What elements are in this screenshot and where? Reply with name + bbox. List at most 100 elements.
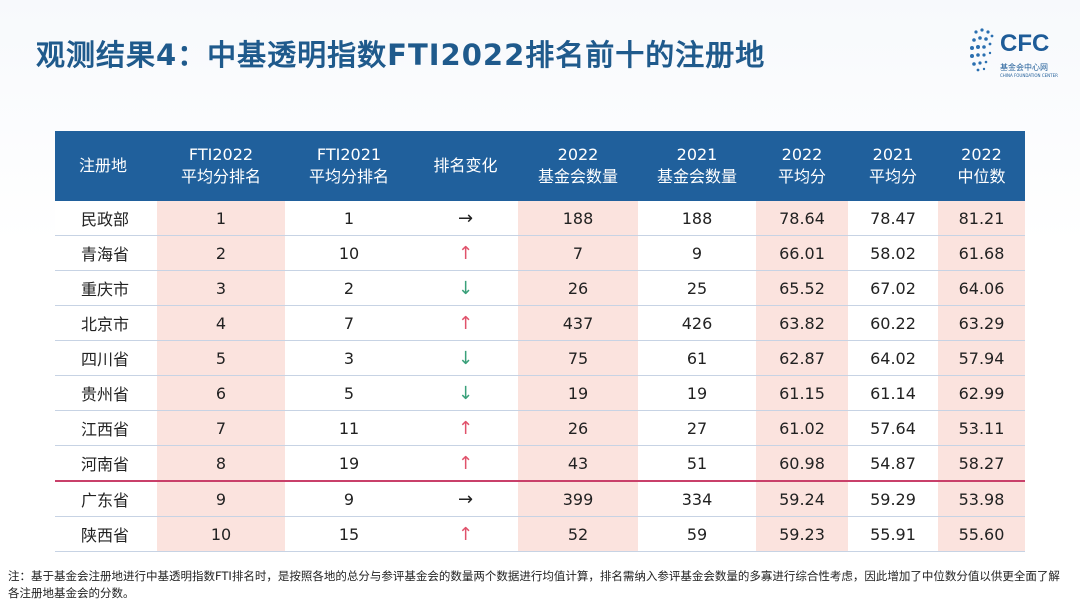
cell-rank2022: 6: [157, 375, 285, 411]
cell-place: 民政部: [55, 201, 157, 236]
table-row: 青海省 2 10 ↑ 7 9 66.01 58.02 61.68: [55, 235, 1025, 271]
cell-count2021: 59: [638, 516, 756, 552]
cell-rank2021: 3: [285, 340, 413, 376]
cell-avg2022: 66.01: [756, 235, 848, 271]
column-header: 2022 中位数: [938, 131, 1025, 201]
arrow-up-icon: ↑: [457, 523, 474, 545]
cell-rank2022: 5: [157, 340, 285, 376]
cell-median2022: 53.98: [938, 481, 1025, 517]
footnote: 注：基于基金会注册地进行中基透明指数FTI排名时，是按照各地的总分与参评基金会的…: [8, 569, 1060, 600]
arrow-up-icon: ↑: [457, 242, 474, 264]
table-row: 陕西省 10 15 ↑ 52 59 59.23 55.91 55.60: [55, 516, 1025, 552]
cell-avg2022: 61.15: [756, 375, 848, 411]
cell-count2021: 27: [638, 410, 756, 446]
arrow-up-icon: ↑: [457, 452, 474, 474]
cell-median2022: 62.99: [938, 375, 1025, 411]
cell-count2022: 188: [518, 201, 638, 236]
cell-avg2021: 60.22: [848, 305, 938, 341]
cell-rank2022: 3: [157, 270, 285, 306]
cell-median2022: 63.29: [938, 305, 1025, 341]
table-row: 河南省 8 19 ↑ 43 51 60.98 54.87 58.27: [55, 445, 1025, 482]
cell-rank2021: 19: [285, 445, 413, 482]
cell-place: 陕西省: [55, 516, 157, 552]
cell-median2022: 57.94: [938, 340, 1025, 376]
cell-place: 四川省: [55, 340, 157, 376]
cell-median2022: 55.60: [938, 516, 1025, 552]
cell-count2021: 426: [638, 305, 756, 341]
cell-rank2022: 8: [157, 445, 285, 482]
cell-rank2021: 11: [285, 410, 413, 446]
cell-count2022: 7: [518, 235, 638, 271]
column-header-line: 基金会数量: [537, 167, 618, 186]
logo-cn-text: 基金会中心网: [1000, 63, 1048, 72]
cell-count2021: 25: [638, 270, 756, 306]
cell-avg2022: 62.87: [756, 340, 848, 376]
table-body: 民政部 1 1 → 188 188 78.64 78.47 81.21 青海省 2 10 ↑ 7 9 66.0…: [55, 201, 1025, 552]
table-row: 江西省 7 11 ↑ 26 27 61.02 57.64 53.11: [55, 410, 1025, 446]
cell-count2022: 19: [518, 375, 638, 411]
cell-count2021: 9: [638, 235, 756, 271]
cell-avg2021: 54.87: [848, 445, 938, 482]
table-row: 北京市 4 7 ↑ 437 426 63.82 60.22 63.29: [55, 305, 1025, 341]
cell-avg2021: 58.02: [848, 235, 938, 271]
cell-count2022: 437: [518, 305, 638, 341]
table-row: 四川省 5 3 ↓ 75 61 62.87 64.02 57.94: [55, 340, 1025, 376]
arrow-down-icon: ↓: [457, 382, 474, 404]
cell-median2022: 64.06: [938, 270, 1025, 306]
cell-rank2021: 2: [285, 270, 413, 306]
cell-avg2022: 78.64: [756, 201, 848, 236]
cell-median2022: 81.21: [938, 201, 1025, 236]
cell-avg2022: 59.23: [756, 516, 848, 552]
cell-change: ↓: [413, 340, 518, 376]
column-header: FTI2021 平均分排名: [285, 131, 413, 201]
fti-ranking-table: 注册地 FTI2022 平均分排名 FTI2021 平均分排名 排名变化 2022 基金会数量…: [55, 131, 1025, 552]
cell-median2022: 61.68: [938, 235, 1025, 271]
cell-avg2021: 67.02: [848, 270, 938, 306]
table-header: 注册地 FTI2022 平均分排名 FTI2021 平均分排名 排名变化 2022 基金会数量…: [55, 131, 1025, 201]
cell-count2021: 61: [638, 340, 756, 376]
column-header-line: 2021: [872, 145, 914, 164]
column-header-line: 注册地: [79, 156, 128, 175]
cell-avg2022: 63.82: [756, 305, 848, 341]
page-title: 观测结果4：中基透明指数FTI2022排名前十的注册地: [36, 38, 766, 72]
column-header-line: 中位数: [957, 167, 1006, 186]
cell-change: ↑: [413, 516, 518, 552]
column-header-line: 平均分排名: [308, 167, 389, 186]
cell-avg2021: 59.29: [848, 481, 938, 517]
column-header: 2022 平均分: [756, 131, 848, 201]
cell-count2022: 52: [518, 516, 638, 552]
table-row: 广东省 9 9 → 399 334 59.24 59.29 53.98: [55, 481, 1025, 517]
cell-rank2021: 10: [285, 235, 413, 271]
cell-place: 青海省: [55, 235, 157, 271]
cell-place: 北京市: [55, 305, 157, 341]
column-header-line: 排名变化: [433, 156, 498, 175]
arrow-down-icon: ↓: [457, 277, 474, 299]
arrow-right-icon: →: [457, 207, 474, 229]
cell-rank2021: 15: [285, 516, 413, 552]
cell-rank2021: 1: [285, 201, 413, 236]
cell-change: →: [413, 201, 518, 236]
column-header: 2021 平均分: [848, 131, 938, 201]
cell-avg2022: 60.98: [756, 445, 848, 482]
cell-avg2021: 55.91: [848, 516, 938, 552]
cell-rank2021: 7: [285, 305, 413, 341]
cell-count2022: 399: [518, 481, 638, 517]
cell-rank2022: 9: [157, 481, 285, 517]
cell-change: ↓: [413, 375, 518, 411]
cell-change: ↑: [413, 410, 518, 446]
cell-avg2022: 61.02: [756, 410, 848, 446]
column-header-line: 2022: [557, 145, 599, 164]
cell-count2021: 19: [638, 375, 756, 411]
cell-place: 河南省: [55, 445, 157, 482]
arrow-down-icon: ↓: [457, 347, 474, 369]
cell-change: ↑: [413, 305, 518, 341]
arrow-up-icon: ↑: [457, 417, 474, 439]
cell-avg2021: 78.47: [848, 201, 938, 236]
cell-change: ↑: [413, 235, 518, 271]
cell-rank2021: 9: [285, 481, 413, 517]
cell-change: ↑: [413, 445, 518, 482]
cfc-logo-icon: [970, 28, 994, 72]
cell-count2022: 26: [518, 410, 638, 446]
cell-place: 重庆市: [55, 270, 157, 306]
cell-place: 江西省: [55, 410, 157, 446]
